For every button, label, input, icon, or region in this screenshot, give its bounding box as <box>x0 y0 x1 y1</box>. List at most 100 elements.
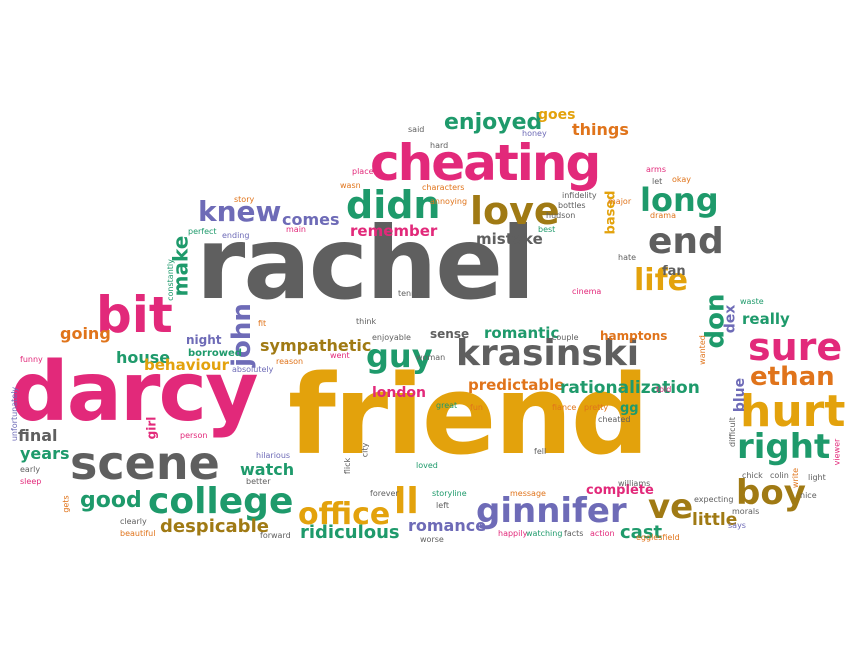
word-krasinski: krasinski <box>456 333 640 374</box>
word-drama: drama <box>650 211 676 220</box>
word-action: action <box>590 529 615 538</box>
word-years: years <box>20 444 70 463</box>
word-reason: reason <box>276 357 304 366</box>
word-ve: ve <box>648 487 694 527</box>
word-long: long <box>640 181 719 219</box>
word-infidelity: infidelity <box>562 191 597 200</box>
word-annoying: annoying <box>430 197 468 206</box>
word-okay: okay <box>672 175 692 184</box>
word-early: early <box>20 465 41 474</box>
word-enjoyed: enjoyed <box>444 110 543 135</box>
word-person: person <box>180 431 208 440</box>
word-hard: hard <box>430 141 449 150</box>
word-cinema: cinema <box>572 287 602 296</box>
word-message: message <box>510 489 546 498</box>
word-says: says <box>728 521 746 530</box>
word-colin: colin <box>770 471 789 480</box>
word-watch: watch <box>240 460 295 479</box>
word-wanted: wanted <box>697 335 707 365</box>
word-let: let <box>652 177 663 186</box>
word-couple: couple <box>552 333 579 342</box>
word-rationalization: rationalization <box>560 378 700 398</box>
word-fan: fan <box>662 264 686 279</box>
word-ending: ending <box>222 231 250 240</box>
word-funny: funny <box>20 355 43 364</box>
word-cheated: cheated <box>598 415 631 424</box>
word-ridiculous: ridiculous <box>300 522 400 543</box>
word-boy: boy <box>736 473 806 513</box>
word-hurt: hurt <box>740 386 846 437</box>
word-watching: watching <box>526 529 563 538</box>
word-main: main <box>286 225 306 234</box>
word-romance: romance <box>408 516 487 535</box>
word-scene: scene <box>70 436 220 490</box>
word-worse: worse <box>420 535 444 544</box>
word-gets: gets <box>61 495 71 513</box>
word-little: little <box>692 510 738 530</box>
word-hilarious: hilarious <box>256 451 291 460</box>
word-bottles: bottles <box>558 201 586 210</box>
word-hamptons: hamptons <box>600 329 668 343</box>
word-clearly: clearly <box>120 517 147 526</box>
word-knew: knew <box>198 195 282 228</box>
word-romantic: romantic <box>484 324 560 342</box>
word-loved: loved <box>416 461 438 470</box>
word-best: best <box>538 225 556 234</box>
word-difficult: difficult <box>727 417 737 447</box>
word-fit: fit <box>258 319 267 328</box>
word-behaviour: behaviour <box>144 356 230 374</box>
word-said: said <box>408 125 425 134</box>
word-woman: woman <box>416 353 446 362</box>
word-light: light <box>808 473 826 482</box>
word-honey: honey <box>522 129 547 138</box>
word-enjoyable: enjoyable <box>372 333 411 342</box>
word-storyline: storyline <box>432 489 467 498</box>
word-ethan: ethan <box>750 362 835 392</box>
word-dex: dex <box>722 304 739 334</box>
word-facts: facts <box>564 529 584 538</box>
word-mistake: mistake <box>476 230 543 248</box>
word-ginnifer: ginnifer <box>476 491 627 531</box>
word-darcy: darcy <box>10 345 259 440</box>
word-borrowed: borrowed <box>188 348 242 359</box>
word-didn: didn <box>346 183 441 227</box>
word-fiance: fiance <box>552 403 577 412</box>
word-comes: comes <box>282 210 340 229</box>
word-characters: characters <box>422 183 465 192</box>
word-wasn: wasn <box>340 181 361 190</box>
word-constantly: constantly <box>165 259 175 301</box>
word-went: went <box>330 351 350 360</box>
word-think: think <box>356 317 377 326</box>
word-told: told <box>656 385 672 394</box>
word-place: place <box>352 167 374 176</box>
word-life: life <box>634 263 688 298</box>
word-right: right <box>737 427 831 467</box>
word-final: final <box>18 426 58 445</box>
word-happily: happily <box>498 529 528 538</box>
word-forever: forever <box>370 489 399 498</box>
word-sense: sense <box>430 327 470 341</box>
word-office: office <box>298 497 391 532</box>
word-house: house <box>116 348 171 367</box>
word-pretty: pretty <box>584 403 609 412</box>
word-egglesfield: egglesfield <box>636 533 680 542</box>
word-bit: bit <box>96 286 173 344</box>
word-city: city <box>360 442 370 458</box>
word-girl: girl <box>144 416 159 440</box>
word-friend: friend <box>288 351 649 479</box>
word-morals: morals <box>732 507 760 516</box>
word-flick: flick <box>343 457 353 475</box>
word-better: better <box>246 477 271 486</box>
word-goes: goes <box>538 107 576 123</box>
word-sympathetic: sympathetic <box>260 336 372 355</box>
word-blue: blue <box>732 377 749 413</box>
word-really: really <box>742 310 790 328</box>
word-left: left <box>436 501 449 510</box>
word-london: london <box>372 385 426 401</box>
word-sure: sure <box>748 325 843 369</box>
word-expecting: expecting <box>694 495 734 504</box>
word-college: college <box>148 481 294 522</box>
word-things: things <box>572 120 629 139</box>
word-cast: cast <box>620 522 663 543</box>
